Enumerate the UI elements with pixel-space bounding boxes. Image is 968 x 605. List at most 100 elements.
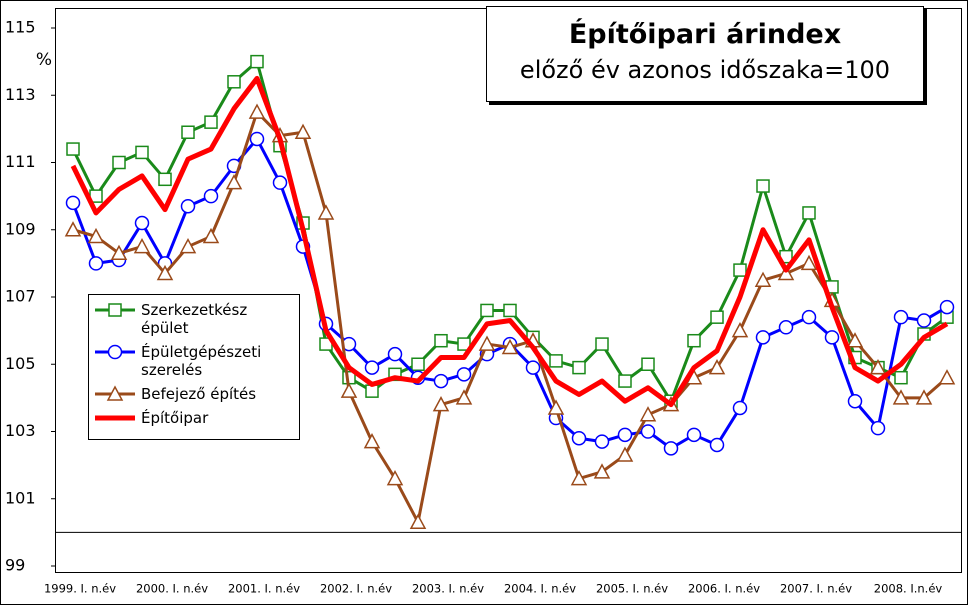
legend-swatch — [95, 303, 135, 317]
marker — [433, 373, 449, 389]
y-tick-label: 103 — [5, 421, 36, 440]
marker — [106, 385, 124, 401]
marker — [363, 433, 381, 449]
marker — [365, 384, 379, 398]
marker — [778, 320, 794, 335]
legend-label: Épületgépészeti szerelés — [141, 343, 262, 379]
marker — [870, 420, 886, 436]
y-tick-label: 111 — [5, 152, 36, 171]
marker — [639, 406, 657, 422]
marker — [317, 204, 335, 220]
title-box: Építőipari árindex előző év azonos idősz… — [486, 6, 924, 102]
marker — [687, 333, 701, 348]
x-tick-label: 2007. I. n.év — [780, 582, 852, 596]
marker — [250, 54, 264, 69]
marker — [710, 310, 724, 324]
marker — [939, 299, 955, 315]
legend-entry: Építőipar — [89, 409, 299, 427]
marker — [938, 369, 956, 385]
marker — [158, 172, 172, 187]
y-tick-label: 105 — [5, 354, 36, 373]
marker — [847, 393, 863, 409]
marker — [617, 427, 633, 443]
chart-subtitle: előző év azonos időszaka=100 — [519, 56, 891, 84]
marker — [409, 513, 427, 530]
marker — [272, 175, 288, 190]
y-tick-label: 99 — [5, 556, 25, 575]
marker — [179, 237, 197, 254]
x-tick-label: 2000. I. n.év — [136, 582, 208, 596]
legend-label: Szerkezetkész épület — [141, 301, 248, 337]
marker — [249, 131, 265, 147]
marker — [916, 313, 932, 328]
marker — [894, 370, 908, 385]
marker — [432, 396, 450, 412]
marker — [846, 332, 864, 348]
marker — [572, 360, 586, 375]
marker — [480, 303, 494, 318]
y-tick-label: 101 — [5, 488, 36, 507]
marker — [434, 333, 448, 348]
marker — [364, 360, 380, 375]
marker — [180, 198, 196, 214]
marker — [387, 346, 403, 362]
marker — [777, 264, 795, 281]
x-tick-label: 2005. I. n.év — [596, 582, 668, 596]
legend-swatch — [95, 415, 135, 421]
marker — [340, 382, 358, 398]
series-line — [70, 75, 949, 408]
marker — [594, 434, 610, 449]
marker — [549, 354, 563, 368]
x-tick-label: 2004. I. n.év — [504, 582, 576, 596]
marker — [709, 437, 725, 453]
x-tick-label: 2006. I. n.év — [688, 582, 760, 596]
x-tick-label: 1999. I. n.év — [44, 582, 116, 596]
marker — [135, 145, 149, 160]
marker — [641, 357, 655, 371]
marker — [227, 75, 241, 89]
marker — [181, 125, 195, 139]
marker — [547, 399, 565, 415]
marker — [107, 344, 123, 360]
marker — [248, 103, 266, 119]
y-tick-label: 109 — [5, 219, 36, 238]
marker — [455, 389, 473, 405]
legend-swatch — [95, 344, 135, 360]
x-tick-label: 2003. I. n.év — [412, 582, 484, 596]
marker — [593, 463, 611, 479]
y-tick-label: 115 — [5, 18, 36, 37]
marker — [525, 360, 541, 375]
y-axis-label: % — [36, 50, 52, 70]
marker — [732, 400, 748, 416]
x-tick-label: 2001. I. n.év — [228, 582, 300, 596]
marker — [65, 195, 81, 211]
marker — [824, 330, 840, 345]
x-tick-label: 2008. I.n.év — [874, 582, 943, 596]
marker — [108, 303, 122, 317]
marker — [134, 215, 150, 231]
marker — [801, 309, 817, 325]
legend-entry: Épületgépészeti szerelés — [89, 343, 299, 379]
marker — [892, 389, 910, 405]
marker — [456, 367, 472, 382]
marker — [503, 303, 517, 318]
marker — [203, 188, 219, 204]
marker — [733, 263, 747, 277]
legend: Szerkezetkész épület Épületgépészeti szer… — [88, 294, 300, 440]
marker — [110, 244, 128, 261]
marker — [88, 256, 104, 271]
y-tick-label: 107 — [5, 287, 36, 306]
marker — [640, 424, 656, 439]
legend-label: Építőipar — [141, 409, 209, 427]
marker — [869, 359, 887, 375]
marker — [802, 206, 816, 220]
legend-entry: Befejező építés — [89, 385, 299, 403]
marker — [708, 359, 726, 375]
marker — [386, 469, 404, 486]
marker — [112, 155, 126, 170]
marker — [893, 309, 909, 325]
marker — [595, 337, 609, 351]
marker — [64, 221, 82, 237]
marker — [294, 123, 312, 139]
